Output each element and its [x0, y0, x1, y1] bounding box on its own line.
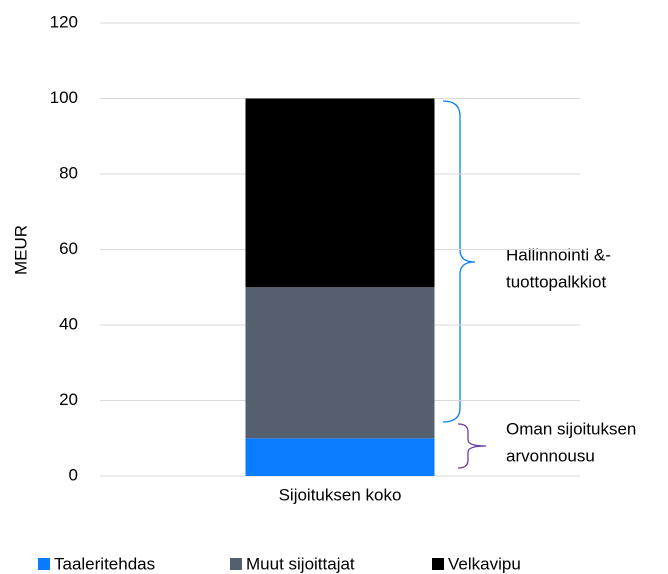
legend-swatch — [432, 558, 444, 570]
brace — [442, 100, 476, 423]
legend-swatch — [38, 558, 50, 570]
annotation: Hallinnointi &- — [506, 245, 611, 264]
y-tick-label: 60 — [59, 239, 78, 258]
x-tick-label: Sijoituksen koko — [279, 485, 402, 504]
legend-label: Taaleritehdas — [54, 554, 155, 573]
legend-label: Muut sijoittajat — [246, 554, 355, 573]
bar-segment — [245, 98, 435, 288]
y-axis-label: MEUR — [11, 225, 30, 275]
y-tick-label: 100 — [50, 88, 78, 107]
y-tick-label: 80 — [59, 163, 78, 182]
brace — [457, 423, 487, 469]
annotation: tuottopalkkiot — [506, 272, 606, 291]
annotation: Oman sijoituksen — [506, 419, 636, 438]
y-tick-label: 0 — [69, 465, 78, 484]
bar-segment — [245, 287, 435, 439]
legend-label: Velkavipu — [448, 554, 521, 573]
y-tick-label: 120 — [50, 12, 78, 31]
bar-segment — [245, 438, 435, 476]
annotation: arvonnousu — [506, 446, 595, 465]
legend-swatch — [230, 558, 242, 570]
y-tick-label: 20 — [59, 390, 78, 409]
y-tick-label: 40 — [59, 314, 78, 333]
